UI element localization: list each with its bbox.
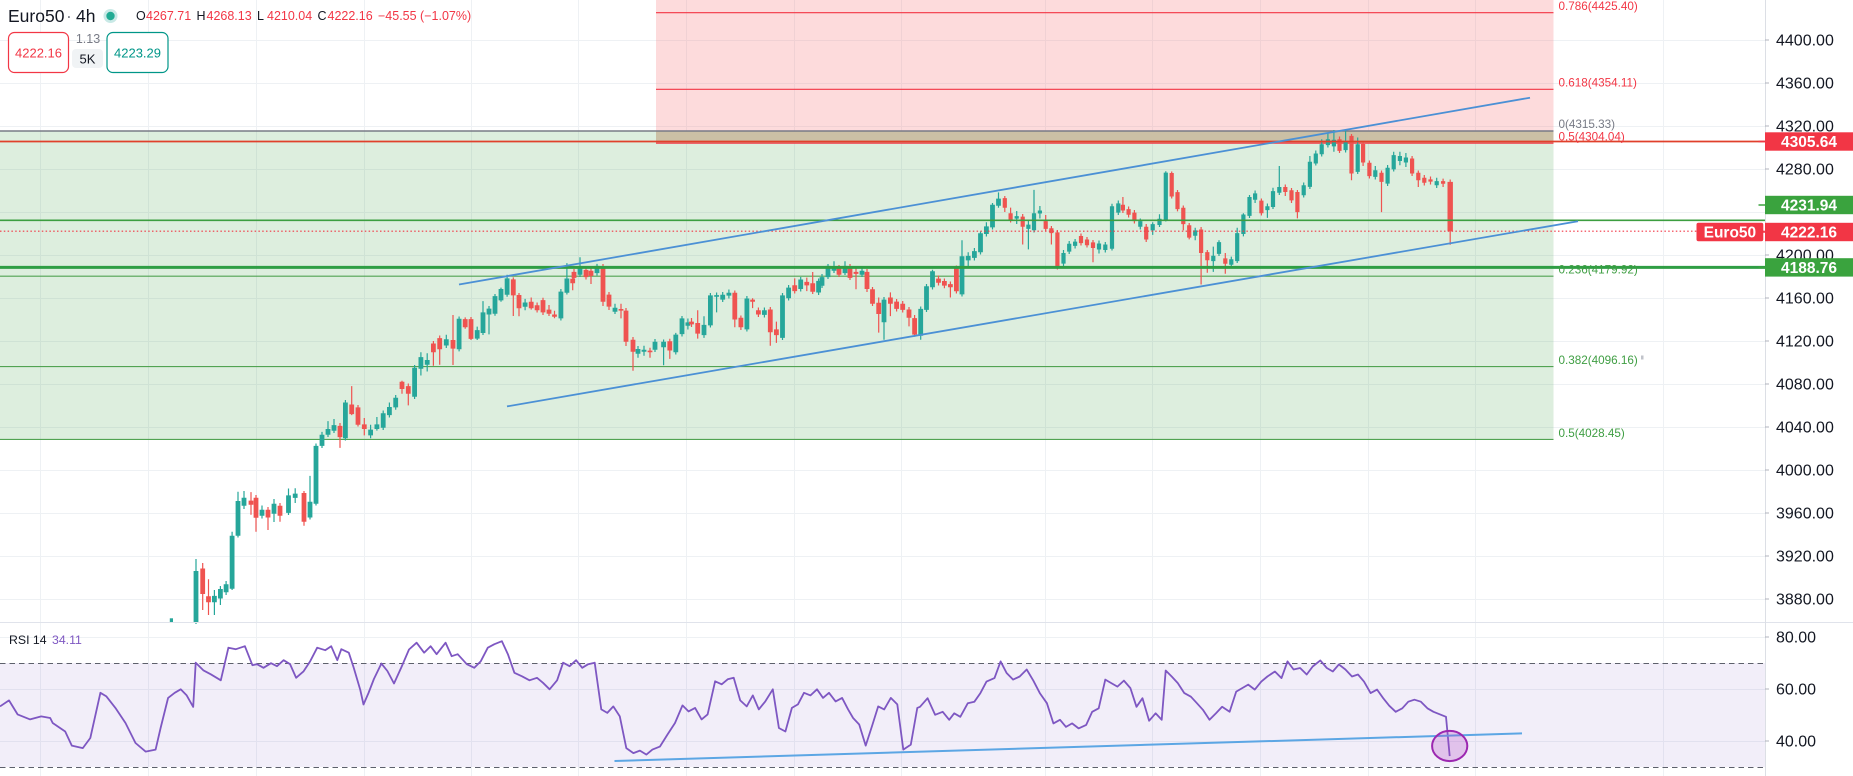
svg-text:0.382(4096.16): 0.382(4096.16) xyxy=(1559,354,1638,367)
svg-text:4000.00: 4000.00 xyxy=(1776,463,1834,480)
svg-text:4210.04: 4210.04 xyxy=(267,9,312,23)
svg-text:·: · xyxy=(66,6,72,26)
svg-text:4h: 4h xyxy=(76,6,95,26)
svg-text:4222.16: 4222.16 xyxy=(1781,225,1837,242)
svg-text:4188.76: 4188.76 xyxy=(1781,260,1837,277)
svg-text:0.786(4425.40): 0.786(4425.40) xyxy=(1559,0,1638,13)
svg-text:Euro50: Euro50 xyxy=(1704,225,1757,242)
svg-text:0.618(4354.11): 0.618(4354.11) xyxy=(1559,77,1638,90)
svg-text:4222.16: 4222.16 xyxy=(328,9,373,23)
svg-text:1.13: 1.13 xyxy=(76,32,100,46)
svg-text:34.11: 34.11 xyxy=(52,633,82,647)
svg-text:4223.29: 4223.29 xyxy=(114,46,161,61)
svg-text:4267.71: 4267.71 xyxy=(146,9,191,23)
svg-text:4400.00: 4400.00 xyxy=(1776,33,1834,50)
svg-text:4222.16: 4222.16 xyxy=(15,46,62,61)
svg-text:RSI 14: RSI 14 xyxy=(9,633,47,647)
svg-text:Euro50: Euro50 xyxy=(8,6,65,26)
svg-text:4231.94: 4231.94 xyxy=(1781,198,1837,215)
svg-text:0.5(4304.04): 0.5(4304.04) xyxy=(1559,131,1625,144)
svg-text:0(4315.33): 0(4315.33) xyxy=(1559,118,1616,131)
svg-text:3920.00: 3920.00 xyxy=(1776,549,1834,566)
svg-text:−45.55 (−1.07%): −45.55 (−1.07%) xyxy=(378,9,471,23)
svg-text:4268.13: 4268.13 xyxy=(207,9,252,23)
svg-text:4120.00: 4120.00 xyxy=(1776,334,1834,351)
svg-text:3880.00: 3880.00 xyxy=(1776,592,1834,609)
svg-text:L: L xyxy=(257,9,264,23)
svg-text:4280.00: 4280.00 xyxy=(1776,162,1834,179)
svg-text:C: C xyxy=(318,9,327,23)
svg-text:4320.00: 4320.00 xyxy=(1776,119,1834,136)
svg-text:60.00: 60.00 xyxy=(1776,682,1816,699)
svg-text:4160.00: 4160.00 xyxy=(1776,291,1834,308)
svg-text:4040.00: 4040.00 xyxy=(1776,420,1834,437)
svg-text:H: H xyxy=(197,9,206,23)
svg-text:4080.00: 4080.00 xyxy=(1776,377,1834,394)
svg-text:40.00: 40.00 xyxy=(1776,734,1816,751)
svg-text:4360.00: 4360.00 xyxy=(1776,76,1834,93)
svg-text:4305.64: 4305.64 xyxy=(1781,134,1837,151)
svg-text:80.00: 80.00 xyxy=(1776,630,1816,647)
svg-text:0.5(4028.45): 0.5(4028.45) xyxy=(1559,427,1625,440)
svg-text:5K: 5K xyxy=(80,52,96,67)
svg-text:0.236(4179.92): 0.236(4179.92) xyxy=(1559,264,1638,277)
svg-text:3960.00: 3960.00 xyxy=(1776,506,1834,523)
svg-text:O: O xyxy=(136,9,146,23)
